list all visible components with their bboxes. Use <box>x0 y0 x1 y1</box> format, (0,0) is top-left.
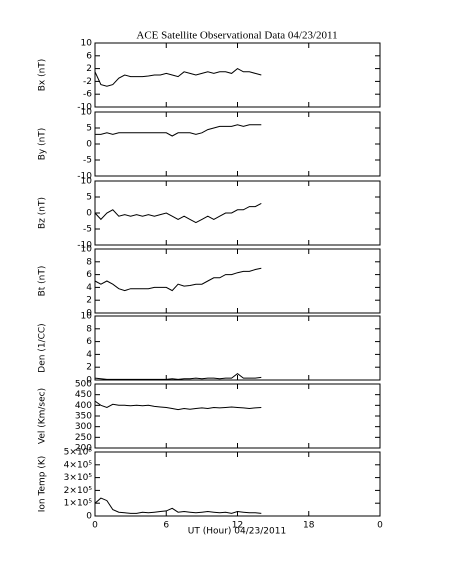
y-tick-label: 2×10⁵ <box>64 486 93 496</box>
y-tick-label: 2 <box>86 363 92 373</box>
y-tick-label: 3×10⁵ <box>64 473 93 483</box>
x-tick-label: 0 <box>92 521 98 531</box>
y-tick-label: 400 <box>75 401 92 411</box>
y-tick-label: 0 <box>86 140 92 150</box>
y-tick-label: 6 <box>86 270 92 280</box>
y-tick-label: 8 <box>86 257 92 267</box>
y-tick-label: 300 <box>75 422 92 432</box>
y-axis-label: Bt (nT) <box>38 266 48 297</box>
y-tick-label: 200 <box>75 444 92 454</box>
y-tick-label: 10 <box>81 245 93 255</box>
y-tick-label: -6 <box>83 90 92 100</box>
y-tick-label: 4×10⁵ <box>64 460 93 470</box>
data-line <box>94 400 262 411</box>
y-tick-label: 0 <box>86 209 92 219</box>
data-line <box>94 372 262 380</box>
y-tick-label: -5 <box>83 156 92 166</box>
y-tick-label: 450 <box>75 390 92 400</box>
y-tick-label: 5 <box>86 124 92 134</box>
x-tick-label: 6 <box>163 521 169 531</box>
y-tick-label: 0 <box>86 512 92 522</box>
data-line <box>94 202 262 224</box>
y-axis-label: Bx (nT) <box>38 59 48 92</box>
y-tick-label: 250 <box>75 433 92 443</box>
data-line <box>95 124 262 137</box>
y-axis-label: By (nT) <box>38 128 48 161</box>
y-tick-label: 2 <box>86 296 92 306</box>
y-tick-label: 350 <box>75 412 92 422</box>
y-tick-label: 4 <box>86 350 92 360</box>
y-tick-label: 0 <box>86 309 92 319</box>
y-tick-label: 500 <box>75 380 92 390</box>
y-axis-label: Vel (Km/sec) <box>38 388 48 444</box>
x-tick-label: 12 <box>232 521 243 531</box>
y-tick-label: 10 <box>81 108 93 118</box>
y-tick-label: 0 <box>86 376 92 386</box>
y-tick-label: -10 <box>77 172 92 182</box>
y-tick-label: 10 <box>81 39 93 49</box>
y-tick-label: 8 <box>86 324 92 334</box>
y-tick-label: 5 <box>86 193 92 203</box>
y-tick-label: 6 <box>86 51 92 61</box>
y-tick-label: 4 <box>86 283 92 293</box>
y-tick-label: 2 <box>86 64 92 74</box>
y-tick-label: 5×10⁵ <box>64 448 93 458</box>
data-line <box>94 497 262 514</box>
y-tick-label: 10 <box>81 312 93 322</box>
y-axis-label: Bz (nT) <box>38 197 48 229</box>
data-line <box>94 68 262 87</box>
y-tick-label: 1×10⁵ <box>64 499 93 509</box>
y-tick-label: -10 <box>77 241 92 251</box>
data-line <box>94 267 262 292</box>
y-axis-label: Den (1/CC) <box>38 323 48 372</box>
x-axis-label: UT (Hour) 04/23/2011 <box>188 527 286 537</box>
y-tick-label: -2 <box>83 77 92 87</box>
x-tick-label: 0 <box>377 521 383 531</box>
y-tick-label: 10 <box>81 177 93 187</box>
x-tick-label: 18 <box>303 521 315 531</box>
y-tick-label: 6 <box>86 337 92 347</box>
y-axis-label: Ion Temp (K) <box>38 456 48 513</box>
y-tick-label: -10 <box>77 103 92 113</box>
chart-title: ACE Satellite Observational Data 04/23/2… <box>136 30 337 42</box>
y-tick-label: -5 <box>83 225 92 235</box>
